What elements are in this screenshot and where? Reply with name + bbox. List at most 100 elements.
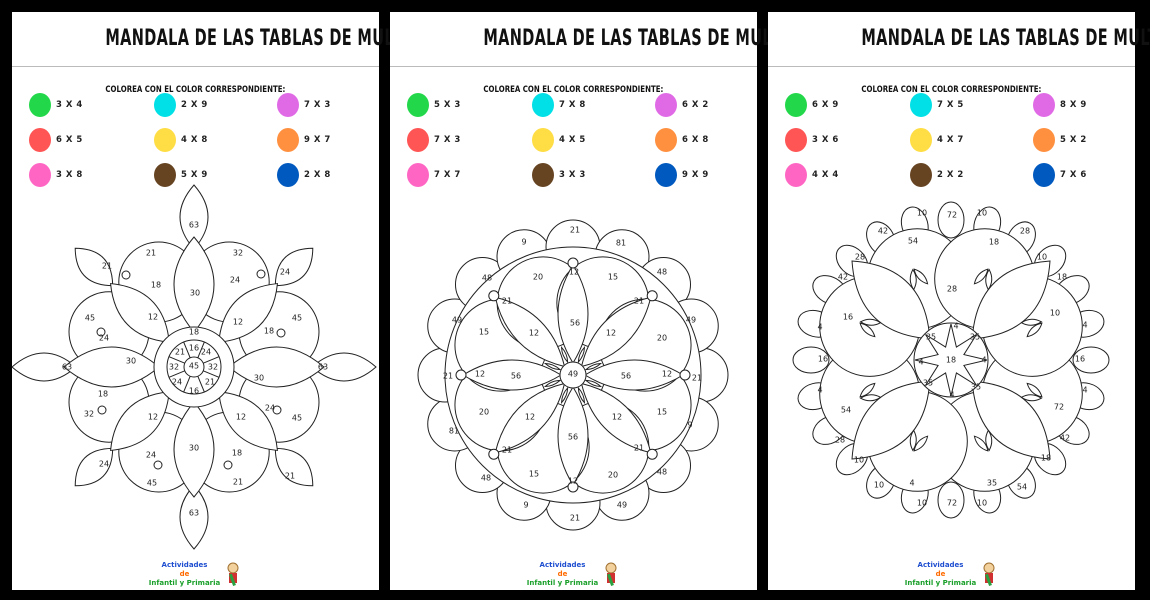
outer-leaf [274,247,314,287]
region-number: 12 [662,370,672,379]
logo-line: Infantil y Primaria [148,579,221,587]
region-number: 20 [533,273,543,282]
logo: Actividades de Infantil y Primaria [768,552,1135,588]
color-swatch [1033,93,1055,117]
region-number: 45 [147,479,157,488]
color-swatch [532,163,554,187]
region-number: 4 [1082,386,1087,395]
color-swatch [277,128,299,152]
region-number: 18 [98,390,108,399]
legend-item: 7 X 7 [407,163,461,187]
leaf-icon [859,394,882,402]
legend-item: 6 X 2 [655,93,709,117]
region-number: 56 [570,319,580,328]
region-number: 63 [189,509,199,518]
small-circle [646,448,658,460]
region-number: 4 [817,386,822,395]
region-number: 12 [568,477,578,486]
region-number: 48 [657,268,667,277]
region-number: 12 [525,413,535,422]
leaf-icon [913,435,929,452]
region-number: 48 [657,468,667,477]
region-number: 24 [280,268,290,277]
color-swatch [910,163,932,187]
legend-label: 2 X 8 [304,170,331,180]
color-swatch [785,163,807,187]
region-number: 72 [947,499,957,508]
instruction: COLOREA CON EL COLOR CORRESPONDIENTE: [390,77,757,96]
leaf-icon [909,268,917,291]
region-number: 28 [1020,227,1030,236]
region-number: 49 [568,370,578,379]
region-number: 10 [977,209,987,218]
logo-line: Actividades [917,561,964,569]
region-number: 18 [989,238,999,247]
logo-line: Actividades [161,561,208,569]
heart-petal [851,380,931,460]
region-number: 21 [285,472,295,481]
petal [173,236,215,333]
region-number: 28 [855,253,865,262]
legend-item: 3 X 4 [29,93,83,117]
legend-label: 6 X 2 [682,100,709,110]
region-number: 4 [953,322,958,331]
region-number: 63 [62,363,72,372]
segment-line [168,356,185,364]
petal [110,283,170,343]
legend-item: 5 X 3 [407,93,461,117]
legend-label: 7 X 5 [937,100,964,110]
petal [110,391,170,451]
child-mascot-icon [227,562,239,586]
region-number: 32 [84,410,94,419]
star [914,323,988,397]
logo-line: Infantil y Primaria [526,579,599,587]
heart-petal [851,260,931,340]
small-circle [679,369,691,381]
region-number: 42 [878,227,888,236]
segment-line [203,356,220,364]
title-text: MANDALA DE LAS TABLAS DE MULTIPLICAR [861,26,1150,51]
region-number: 21 [634,444,644,453]
center-core [183,356,205,378]
region-number: 63 [189,221,199,230]
region-number: 81 [616,239,626,248]
color-swatch [407,93,429,117]
ray [560,345,569,364]
region-number: 49 [452,316,462,325]
legend-item: 6 X 8 [655,128,709,152]
color-swatch [910,93,932,117]
color-swatch [532,93,554,117]
leaf-icon [859,322,876,338]
legend-label: 7 X 3 [434,135,461,145]
legend-label: 6 X 5 [56,135,83,145]
region-number: 4 [817,323,822,332]
outer-leaf [74,247,114,287]
leaf-icon [1020,394,1043,402]
color-swatch [1033,163,1055,187]
region-number: 56 [621,372,631,381]
petal [228,346,325,388]
color-swatch [29,163,51,187]
region-number: 56 [511,372,521,381]
region-number: 10 [874,481,884,490]
legend-label: 3 X 3 [559,170,586,180]
region-number: 21 [570,514,580,523]
legend-item: 4 X 8 [154,128,208,152]
logo-text: Actividades de Infantil y Primaria [149,561,221,588]
leaf-icon [973,268,989,285]
region-number: 32 [169,363,179,372]
loop-petal [937,201,965,239]
region-number: 12 [148,413,158,422]
loop-petal [937,481,965,519]
small-circle [97,405,107,415]
region-number: 12 [475,370,485,379]
outer-leaf [179,184,209,250]
region-number: 35 [970,333,980,342]
legend-item: 9 X 7 [277,128,331,152]
region-number: 4 [1082,321,1087,330]
ray [543,379,562,388]
region-number: 12 [606,329,616,338]
region-number: 20 [479,408,489,417]
region-number: 49 [686,316,696,325]
color-swatch [655,163,677,187]
